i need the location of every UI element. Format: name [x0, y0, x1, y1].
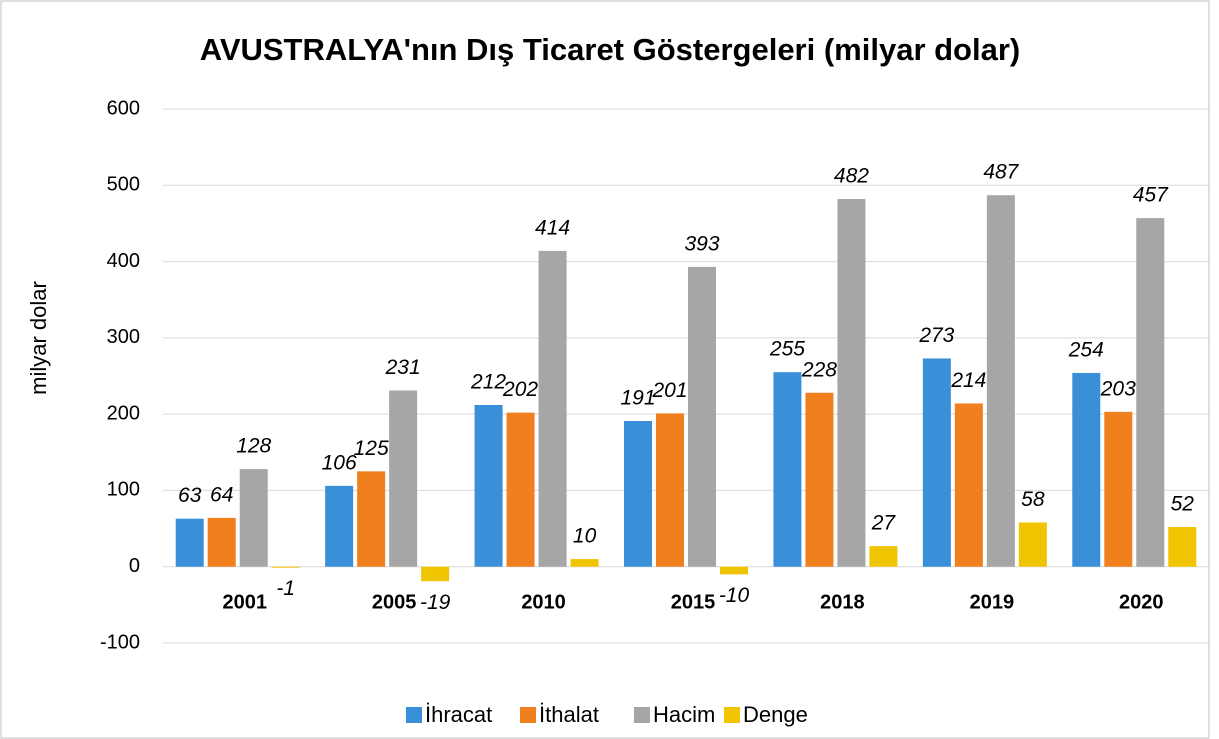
- data-label: 255: [769, 338, 805, 361]
- chart-title: AVUSTRALYA'nın Dış Ticaret Göstergeleri …: [200, 32, 1021, 67]
- y-tick-label: 400: [107, 250, 140, 272]
- bar: [389, 390, 418, 567]
- data-label: 63: [178, 484, 202, 507]
- x-tick-label: 2015: [671, 591, 716, 613]
- data-label: -1: [276, 577, 295, 600]
- bar: [570, 559, 599, 567]
- legend-swatch: [724, 707, 740, 723]
- x-tick-label: 2020: [1119, 591, 1164, 613]
- bar: [239, 469, 268, 567]
- bar: [421, 566, 450, 582]
- y-tick-label: 500: [107, 174, 140, 196]
- bar: [624, 421, 652, 567]
- data-label: 64: [210, 483, 233, 506]
- data-label: 231: [385, 356, 421, 379]
- data-label: 202: [502, 378, 538, 401]
- bar: [357, 471, 386, 567]
- bar: [271, 566, 300, 568]
- legend-label: Denge: [743, 702, 808, 727]
- bar: [1018, 522, 1047, 567]
- data-label: 27: [871, 512, 897, 535]
- x-tick-label: 2010: [521, 591, 566, 613]
- data-label: 457: [1133, 184, 1169, 207]
- y-tick-label: 600: [107, 97, 140, 119]
- data-label: 52: [1171, 493, 1195, 516]
- data-label: 106: [322, 451, 357, 474]
- data-label: -10: [719, 584, 750, 607]
- legend-swatch: [406, 707, 422, 723]
- data-label: 212: [470, 371, 506, 394]
- bar: [506, 412, 535, 567]
- y-tick-label: 300: [107, 326, 140, 348]
- bar: [656, 413, 684, 567]
- data-label: 393: [684, 232, 719, 255]
- x-tick-label: 2001: [222, 591, 267, 613]
- bar: [720, 566, 748, 575]
- data-label: 414: [535, 216, 570, 239]
- bar: [1136, 218, 1165, 567]
- bar: [805, 392, 834, 567]
- bar: [688, 266, 716, 567]
- data-label: 273: [918, 324, 954, 347]
- bar: [837, 199, 866, 567]
- data-label: 58: [1021, 488, 1045, 511]
- x-tick-label: 2005: [372, 591, 417, 613]
- data-label: 125: [354, 437, 389, 460]
- data-label: 10: [573, 525, 597, 548]
- legend-swatch: [520, 707, 536, 723]
- bar: [1072, 372, 1101, 567]
- data-label: 487: [983, 161, 1019, 184]
- y-axis-title: milyar dolar: [26, 281, 51, 395]
- y-tick-label: 0: [129, 555, 140, 577]
- bar: [175, 518, 204, 567]
- bar: [325, 485, 354, 567]
- bar: [922, 358, 951, 567]
- bar: [1168, 527, 1197, 567]
- legend-label: İhracat: [425, 702, 492, 727]
- data-label: 203: [1100, 377, 1136, 400]
- data-label: 254: [1068, 338, 1104, 361]
- bar: [474, 404, 503, 567]
- data-label: -19: [420, 591, 451, 614]
- data-label: 191: [620, 387, 655, 410]
- y-tick-label: -100: [100, 631, 140, 653]
- bar: [538, 250, 567, 567]
- y-tick-label: 100: [107, 479, 140, 501]
- bar: [869, 546, 898, 567]
- bar: [986, 195, 1015, 567]
- data-label: 228: [801, 358, 837, 381]
- legend-label: İthalat: [539, 702, 599, 727]
- data-label: 214: [950, 369, 986, 392]
- y-tick-label: 200: [107, 402, 140, 424]
- legend-label: Hacim: [653, 702, 715, 727]
- bar: [773, 372, 802, 567]
- x-tick-label: 2018: [820, 591, 865, 613]
- data-label: 482: [834, 165, 869, 188]
- bar: [1104, 411, 1133, 567]
- data-label: 201: [651, 379, 687, 402]
- data-label: 128: [236, 435, 271, 458]
- bar: [954, 403, 983, 567]
- legend-swatch: [634, 707, 650, 723]
- bar: [207, 517, 236, 567]
- x-tick-label: 2019: [970, 591, 1015, 613]
